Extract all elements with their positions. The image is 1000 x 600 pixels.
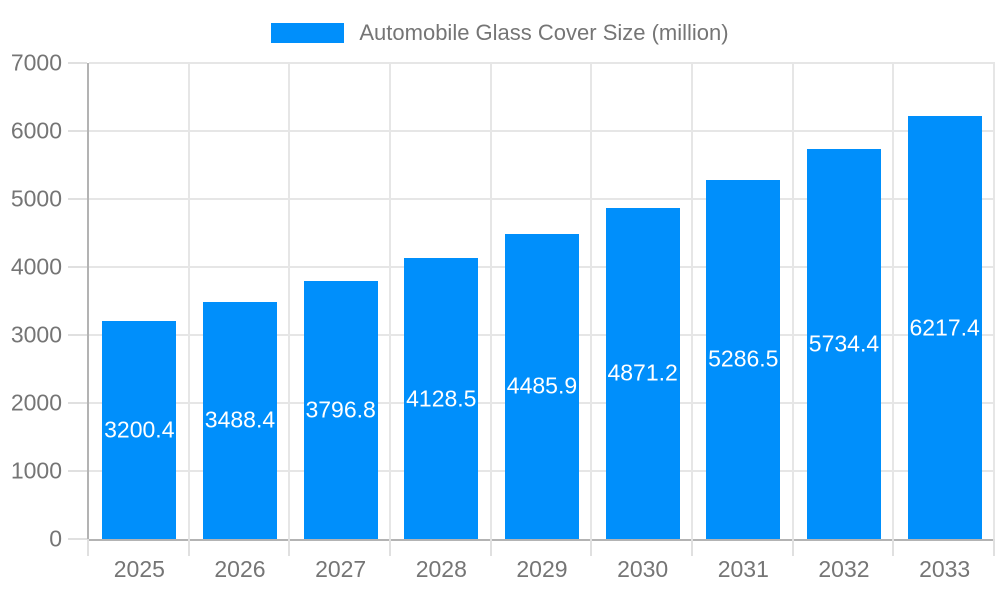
y-gridline: [89, 130, 995, 132]
category-gridline: [791, 63, 794, 539]
y-axis-tick: [68, 334, 87, 336]
x-axis-label: 2031: [717, 556, 769, 582]
category-cell: 4871.2 2030: [592, 63, 693, 582]
bar-2028[interactable]: 4128.5: [404, 258, 479, 539]
y-gridline: [89, 198, 995, 200]
y-axis-tick: [68, 130, 87, 132]
bar-value-label: 3488.4: [204, 406, 276, 433]
y-axis-label: 7000: [10, 49, 62, 76]
x-axis-tick: [590, 539, 593, 556]
category-gridline: [993, 63, 995, 539]
legend: Automobile Glass Cover Size (million): [0, 20, 1000, 46]
y-axis-tick: [68, 266, 87, 269]
category-gridline: [388, 63, 391, 539]
x-axis-tick: [489, 539, 492, 556]
x-axis-label: 2026: [214, 556, 266, 582]
category-cell: 3488.4 2026: [190, 63, 291, 582]
x-axis-tick: [791, 539, 794, 556]
x-axis-label: 2028: [415, 556, 467, 582]
bar-value-label: 6217.4: [909, 314, 980, 341]
y-gridline: [89, 62, 995, 64]
x-axis-tick: [993, 539, 995, 556]
category-gridline: [892, 63, 895, 539]
x-axis-label: 2033: [919, 556, 971, 582]
category-gridline: [489, 63, 492, 539]
y-axis-label: 4000: [10, 253, 62, 280]
x-axis-tick: [288, 539, 291, 556]
bar-2031[interactable]: 5286.5: [706, 179, 781, 539]
y-axis-tick: [68, 538, 87, 540]
x-axis-tick: [87, 539, 89, 556]
y-axis-label: 2000: [10, 389, 62, 416]
bar-value-label: 5286.5: [708, 345, 779, 372]
x-axis-label: 2025: [113, 556, 165, 582]
x-axis-tick: [892, 539, 895, 556]
bar-2029[interactable]: 4485.9: [504, 233, 579, 539]
bar-value-label: 3200.4: [104, 416, 175, 443]
y-axis-label: 0: [49, 525, 62, 552]
category-cell: 5734.4 2032: [794, 63, 895, 582]
legend-swatch[interactable]: [271, 23, 345, 43]
bar-value-label: 3796.8: [305, 396, 376, 423]
legend-series-label[interactable]: Automobile Glass Cover Size (million): [359, 20, 729, 45]
x-axis-tick: [187, 539, 190, 556]
category-gridline: [288, 63, 291, 539]
y-axis-tick: [68, 470, 87, 473]
y-axis-label: 6000: [10, 117, 62, 144]
x-axis-tick: [388, 539, 391, 556]
x-axis-label: 2030: [617, 556, 669, 582]
y-axis-label: 3000: [10, 321, 62, 348]
category-cell: 6217.4 2033: [894, 63, 995, 582]
x-axis-label: 2027: [315, 556, 367, 582]
y-axis-label: 1000: [10, 457, 62, 484]
bar-2033[interactable]: 6217.4: [907, 116, 982, 539]
bar-2027[interactable]: 3796.8: [303, 280, 378, 539]
category-cell: 3796.8 2027: [290, 63, 391, 582]
y-axis-tick: [68, 62, 87, 64]
category-gridline: [690, 63, 693, 539]
category-gridline: [187, 63, 190, 539]
bar-2025[interactable]: 3200.4: [102, 321, 177, 539]
bar-2026[interactable]: 3488.4: [202, 301, 277, 539]
y-axis-tick: [68, 402, 87, 405]
bar-value-label: 4485.9: [506, 372, 578, 399]
x-axis-label: 2029: [516, 556, 568, 582]
category-cell: 4485.9 2029: [492, 63, 593, 582]
category-cell: 5286.5 2031: [693, 63, 794, 582]
category-cell: 4128.5 2028: [391, 63, 492, 582]
category-gridline: [590, 63, 593, 539]
plot-area: 0 1000 2000 3000 4000 5000 6000 7000 3200.4 2025 3…: [11, 51, 995, 582]
x-axis-tick: [690, 539, 693, 556]
bar-2032[interactable]: 5734.4: [806, 149, 881, 539]
bar-value-label: 4871.2: [607, 359, 678, 386]
bar-value-label: 4128.5: [406, 385, 477, 412]
bar-value-label: 5734.4: [808, 330, 880, 357]
x-axis-label: 2032: [818, 556, 870, 582]
y-axis-label: 5000: [10, 185, 62, 212]
category-cell: 3200.4 2025: [89, 63, 190, 582]
y-axis-tick: [68, 198, 87, 200]
bar-2030[interactable]: 4871.2: [605, 207, 680, 539]
